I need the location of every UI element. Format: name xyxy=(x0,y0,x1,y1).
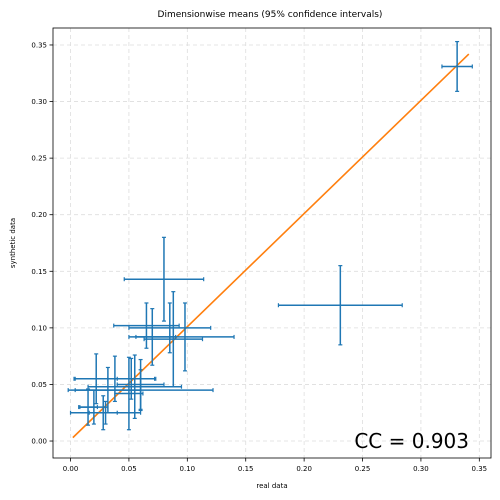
x-tick-label: 0.10 xyxy=(180,465,196,473)
x-tick-label: 0.05 xyxy=(121,465,137,473)
x-axis-label: real data xyxy=(256,482,287,490)
chart-title: Dimensionwise means (95% confidence inte… xyxy=(158,10,383,20)
errorbar-point xyxy=(78,388,98,426)
x-tick-label: 0.15 xyxy=(238,465,254,473)
y-tick-label: 0.15 xyxy=(31,268,47,276)
errorbar-point xyxy=(143,291,204,388)
errorbar-point xyxy=(107,357,156,400)
x-axis-ticks: 0.00 0.05 0.10 0.15 0.20 0.25 0.30 0.35 xyxy=(63,458,487,473)
plot-frame xyxy=(52,27,492,459)
x-tick-label: 0.30 xyxy=(413,465,429,473)
x-tick-label: 0.25 xyxy=(355,465,371,473)
fit-line-group xyxy=(72,53,470,439)
y-axis-ticks: 0.00 0.05 0.10 0.15 0.20 0.25 0.30 0.35 xyxy=(31,41,53,446)
errorbar-point xyxy=(69,400,142,425)
x-tick-label: 0.00 xyxy=(63,465,79,473)
y-tick-label: 0.10 xyxy=(31,324,47,332)
errorbar-point xyxy=(123,236,205,322)
errorbar-point xyxy=(128,308,177,366)
errorbar-point xyxy=(128,302,212,354)
y-tick-label: 0.00 xyxy=(31,438,47,446)
errorbar-point xyxy=(113,302,180,349)
correlation-annotation: CC = 0.903 xyxy=(354,429,469,453)
y-tick-label: 0.35 xyxy=(31,41,47,49)
fit-line xyxy=(72,53,470,439)
errorbar-point xyxy=(114,356,144,431)
y-tick-label: 0.30 xyxy=(31,98,47,106)
errorbar-points xyxy=(67,40,473,431)
x-tick-label: 0.20 xyxy=(296,465,312,473)
errorbar-point xyxy=(87,354,183,419)
y-axis-label: synthetic data xyxy=(9,218,17,268)
y-tick-label: 0.20 xyxy=(31,211,47,219)
errorbar-point xyxy=(441,40,473,92)
x-tick-label: 0.35 xyxy=(472,465,488,473)
y-tick-label: 0.05 xyxy=(31,381,47,389)
y-tick-label: 0.25 xyxy=(31,155,47,163)
errorbar-point xyxy=(277,265,403,346)
